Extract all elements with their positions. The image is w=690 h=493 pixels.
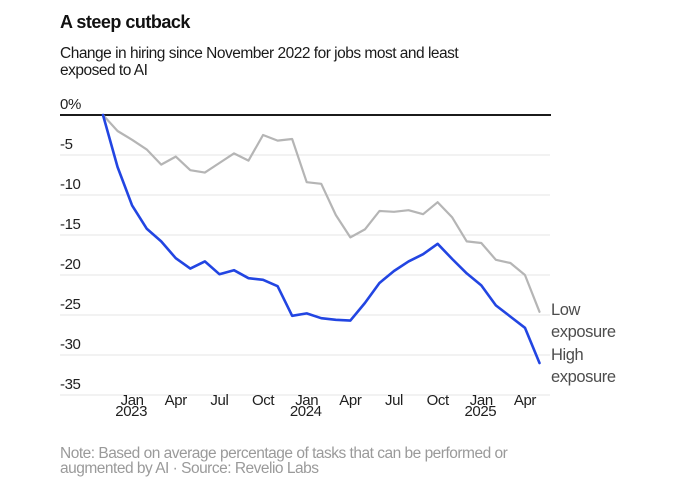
series-line-high-exposure xyxy=(101,113,541,365)
x-tick-label: Jan xyxy=(120,392,144,409)
y-tick-label: -25 xyxy=(60,296,81,313)
y-tick-label: -20 xyxy=(60,256,81,273)
source-note: Note: Based on average percentage of tas… xyxy=(60,445,508,477)
x-tick-label: Jan xyxy=(295,392,319,409)
y-tick-label: 0% xyxy=(60,96,81,113)
source-note-line1: Note: Based on average percentage of tas… xyxy=(60,445,508,462)
chart-subtitle-line2: exposed to AI xyxy=(60,61,148,79)
x-tick-label: Apr xyxy=(164,392,188,409)
chart-subtitle: Change in hiring since November 2022 for… xyxy=(60,45,459,79)
x-year-label: 2023 xyxy=(115,403,148,420)
y-tick-label: -30 xyxy=(60,336,81,353)
x-tick-label: Oct xyxy=(426,392,450,409)
y-tick-label: -10 xyxy=(60,176,81,193)
y-tick-label: -15 xyxy=(60,216,81,233)
x-tick-label: Apr xyxy=(339,392,362,409)
x-tick-label: Jul xyxy=(385,392,403,409)
chart-title: A steep cutback xyxy=(60,12,190,32)
x-tick-label: Jan xyxy=(469,392,493,409)
x-year-label: 2025 xyxy=(464,403,497,420)
series-line-low-exposure xyxy=(101,113,541,313)
y-tick-label: -35 xyxy=(60,376,81,393)
legend-high-exposure: High exposure xyxy=(551,346,616,386)
legend-low-exposure: Low exposure xyxy=(551,301,616,341)
x-tick-label: Apr xyxy=(513,392,537,409)
x-tick-label: Jul xyxy=(210,392,229,409)
source-note-line2: augmented by AI · Source: Revelio Labs xyxy=(60,460,319,477)
x-tick-label: Oct xyxy=(251,392,275,409)
chart-subtitle-line1: Change in hiring since November 2022 for… xyxy=(60,45,459,62)
x-year-label: 2024 xyxy=(289,403,322,420)
y-tick-label: -5 xyxy=(60,136,73,153)
